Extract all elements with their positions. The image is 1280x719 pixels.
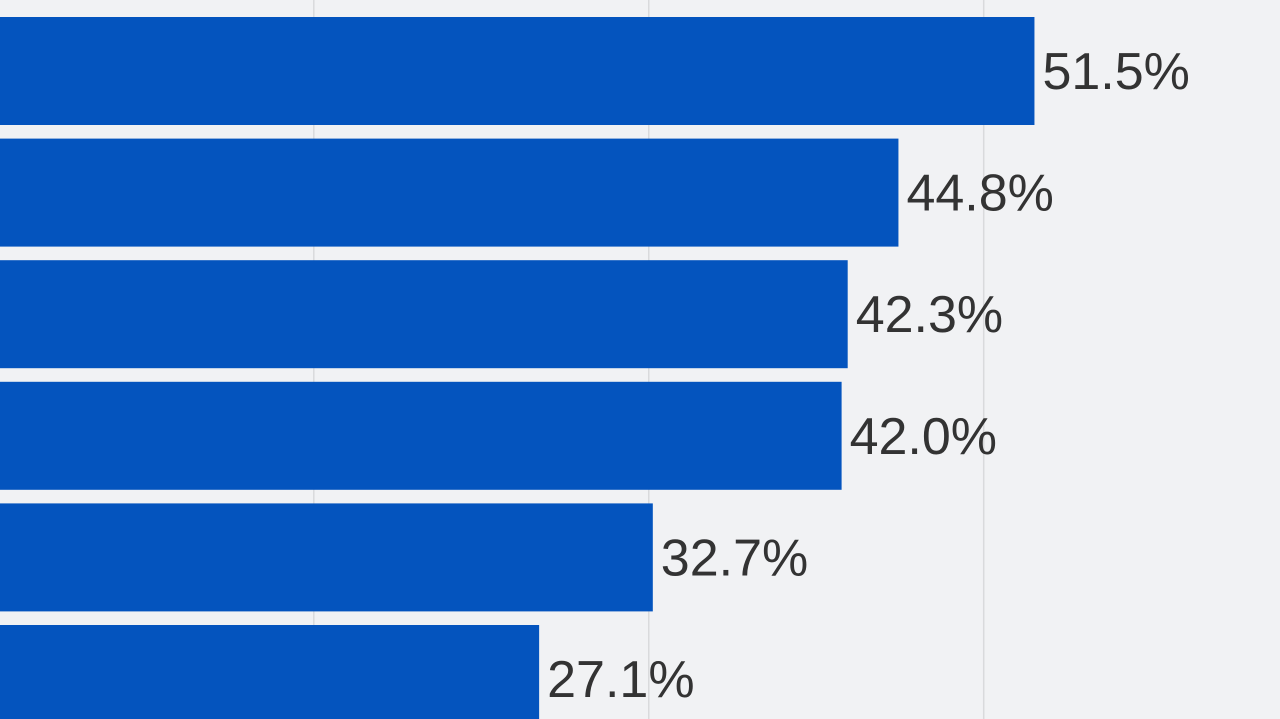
- bar-6: [0, 625, 540, 719]
- bar-1: [0, 17, 1035, 125]
- data-label-2: 44.8%: [906, 165, 1053, 223]
- data-labels: 51.5% 44.8% 42.3% 42.0% 32.7% 27.1%: [547, 43, 1190, 709]
- bar-4: [0, 381, 842, 490]
- data-label-1: 51.5%: [1042, 43, 1189, 101]
- bar-3: [0, 260, 848, 369]
- data-label-5: 32.7%: [661, 529, 808, 587]
- data-label-4: 42.0%: [850, 408, 997, 466]
- bars: [0, 17, 1035, 719]
- bar-5: [0, 503, 653, 612]
- data-label-3: 42.3%: [856, 286, 1003, 344]
- data-label-6: 27.1%: [547, 651, 694, 709]
- bar-2: [0, 138, 899, 247]
